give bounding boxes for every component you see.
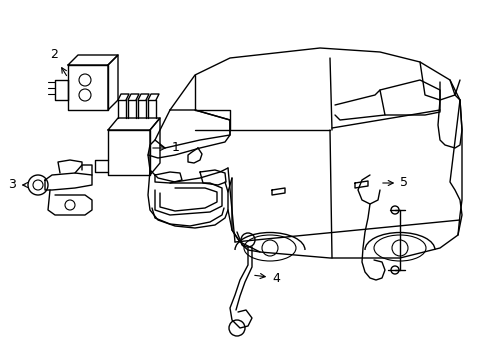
Text: 4: 4	[254, 271, 279, 284]
Text: 1: 1	[152, 141, 180, 154]
Text: 2: 2	[50, 49, 66, 76]
Text: 5: 5	[382, 176, 407, 189]
Text: 3: 3	[8, 179, 28, 192]
